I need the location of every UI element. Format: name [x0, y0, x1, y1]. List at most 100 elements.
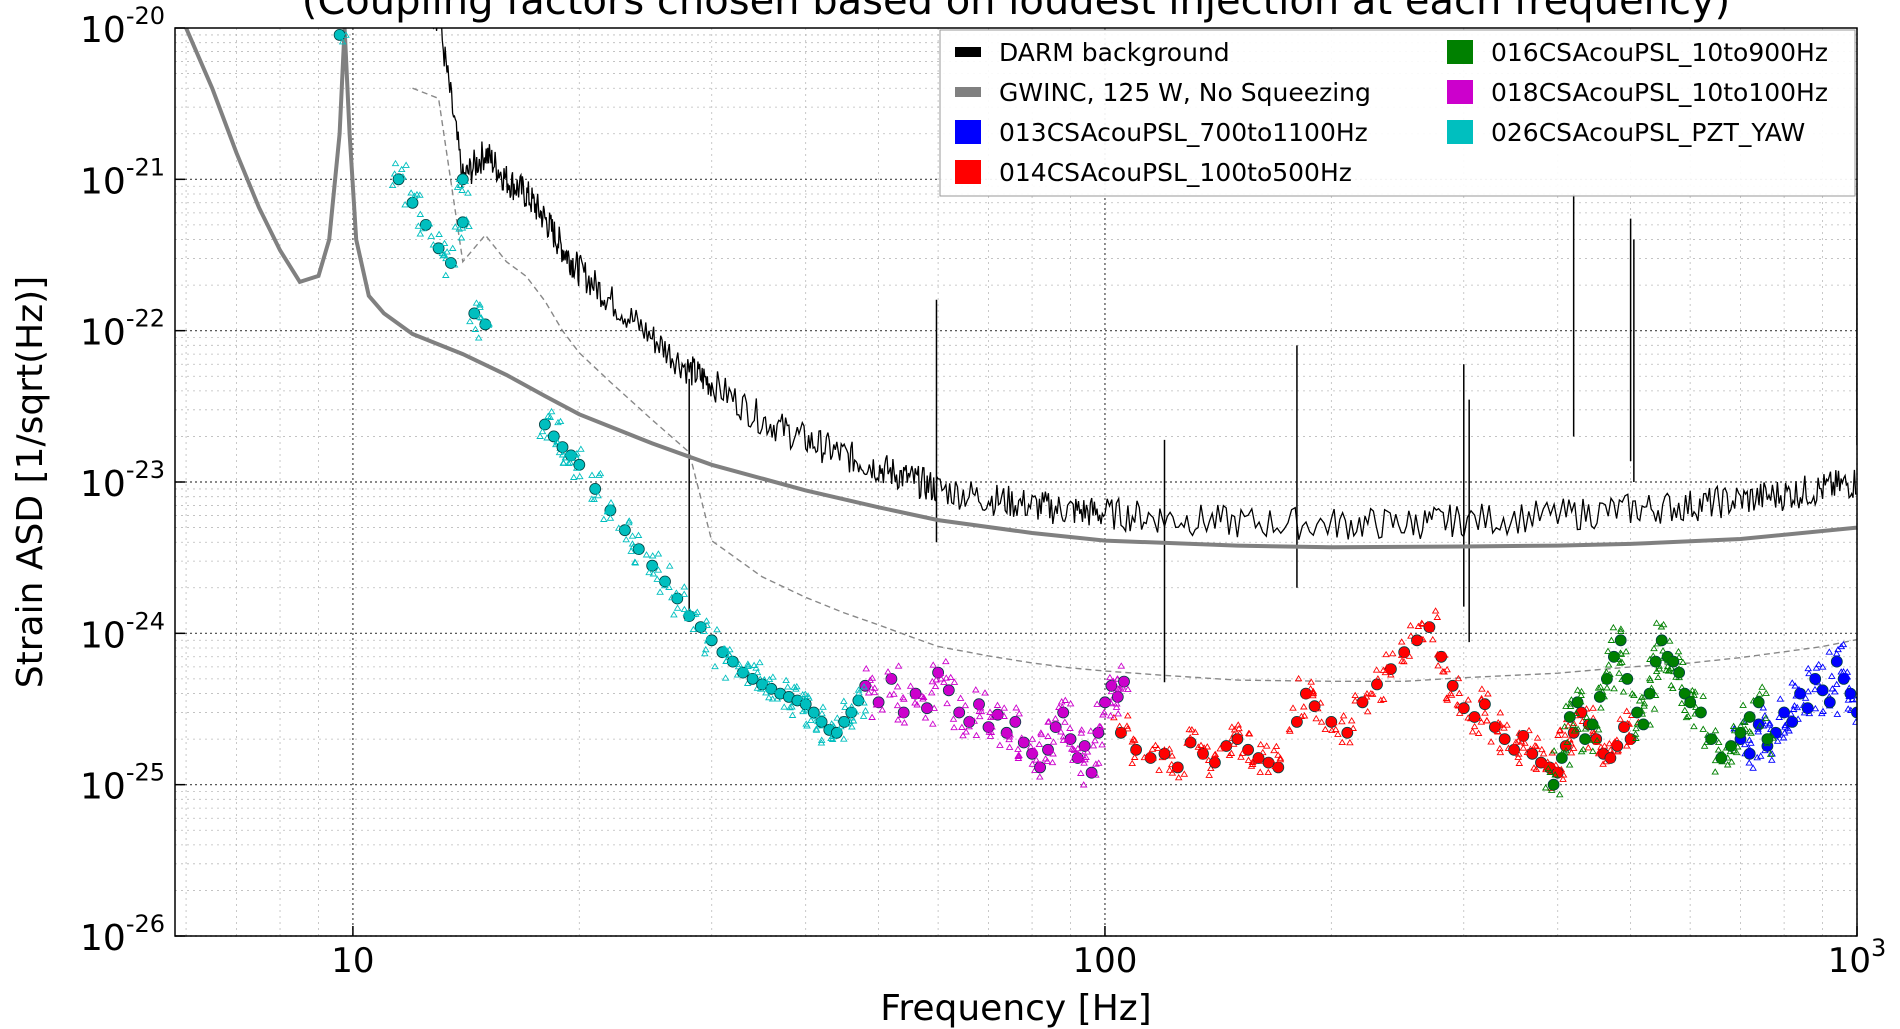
data-point [845, 706, 858, 719]
data-point-marker [1349, 724, 1357, 731]
data-point-marker [1117, 662, 1126, 669]
data-point-marker [1563, 738, 1571, 746]
data-point-marker [1613, 736, 1621, 743]
data-point-marker [1593, 738, 1601, 745]
axis-ticks: 10 100 103 10-20 10-21 10-22 10-23 10-24 10-25 10… [80, 2, 1886, 981]
data-point-marker [885, 673, 893, 681]
data-point-marker [1766, 731, 1775, 738]
data-point-marker [1781, 721, 1789, 729]
data-point-marker [929, 661, 937, 668]
data-point-marker [625, 517, 633, 524]
data-point-marker [1204, 756, 1213, 763]
gwinc-curve [184, 28, 1857, 550]
data-point-marker [1741, 725, 1750, 732]
data-point-marker [680, 583, 689, 590]
data-point-marker [942, 657, 950, 665]
data-point-marker [1347, 717, 1356, 724]
data-point [953, 706, 966, 719]
data-point-marker [1372, 666, 1381, 673]
data-point-marker [753, 668, 762, 676]
data-point-marker [1235, 724, 1243, 732]
data-point-marker [1631, 730, 1640, 737]
data-point-marker [595, 471, 603, 478]
data-point-marker [1155, 766, 1163, 773]
data-point-marker [1149, 754, 1157, 761]
data-point-marker [721, 674, 730, 681]
data-point-marker [1839, 668, 1848, 675]
data-point-marker [442, 271, 450, 278]
data-point-marker [1594, 726, 1603, 733]
data-point-marker [1664, 667, 1673, 674]
data-point-marker [1167, 760, 1176, 768]
data-point-marker [1063, 735, 1072, 742]
data-point-marker [1736, 722, 1745, 729]
data-point [1547, 778, 1560, 791]
data-point-marker [1078, 744, 1087, 751]
data-point-marker [1630, 691, 1638, 699]
data-point [1786, 716, 1799, 728]
data-point-marker [878, 706, 887, 713]
data-point-marker [567, 451, 576, 458]
data-point-marker [1160, 746, 1169, 753]
data-point-marker [1044, 718, 1052, 725]
data-point-marker [439, 251, 448, 259]
data-point-marker [1749, 697, 1758, 704]
data-point-marker [1494, 728, 1502, 735]
legend-label: 016CSAcouPSL_10to900Hz [1491, 38, 1828, 67]
data-point-marker [1547, 786, 1556, 793]
data-point-marker [1617, 627, 1625, 634]
data-point-marker [1602, 757, 1610, 765]
data-point-marker [931, 682, 940, 690]
data-point-marker [894, 662, 903, 669]
data-point-marker [868, 713, 876, 720]
data-point-marker [1574, 725, 1582, 732]
data-point [1272, 761, 1285, 774]
data-point-marker [1259, 748, 1267, 756]
data-point-marker [762, 689, 770, 696]
data-point-marker [1675, 653, 1683, 660]
data-point-marker [1603, 684, 1611, 691]
data-point-marker [1014, 745, 1022, 752]
data-point-marker [399, 173, 407, 180]
data-point-marker [1594, 749, 1603, 757]
data-point-marker [1439, 667, 1447, 675]
data-point-marker [1649, 652, 1657, 659]
data-point-marker [1763, 739, 1772, 747]
data-point-marker [722, 657, 730, 664]
data-point-marker [1286, 727, 1294, 734]
data-point-marker [607, 499, 615, 506]
data-point-marker [737, 666, 746, 673]
data-point-marker [645, 568, 653, 576]
data-point-marker [1077, 769, 1085, 776]
data-point-marker [1092, 771, 1100, 778]
data-point-marker [1569, 721, 1577, 728]
data-point-marker [1015, 710, 1023, 717]
data-point-marker [590, 495, 598, 503]
data-point-marker [1655, 662, 1663, 669]
data-point-marker [670, 611, 678, 618]
data-point-marker [946, 673, 955, 681]
data-point-marker [1289, 704, 1297, 711]
data-point [963, 716, 976, 728]
data-point-marker [1585, 736, 1594, 743]
y-tick-label: 10-23 [80, 456, 165, 505]
data-point-marker [786, 703, 794, 711]
data-point-marker [1398, 657, 1406, 664]
data-point-marker [1719, 750, 1727, 757]
data-point-marker [1256, 740, 1265, 748]
data-point-marker [1541, 784, 1550, 791]
data-point-marker [988, 723, 996, 730]
data-point-marker [833, 714, 842, 721]
data-point-marker [1106, 712, 1115, 719]
data-point-marker [1569, 744, 1578, 751]
data-point-marker [975, 712, 984, 720]
data-point-marker [1512, 738, 1520, 745]
data-point-marker [1174, 773, 1183, 781]
data-point-marker [478, 320, 487, 327]
data-point-marker [1515, 759, 1524, 766]
data-point-marker [1165, 745, 1174, 752]
data-point-marker [1165, 766, 1174, 773]
data-point-marker [546, 413, 554, 420]
data-point-marker [1582, 705, 1591, 712]
data-point-marker [1640, 699, 1649, 707]
